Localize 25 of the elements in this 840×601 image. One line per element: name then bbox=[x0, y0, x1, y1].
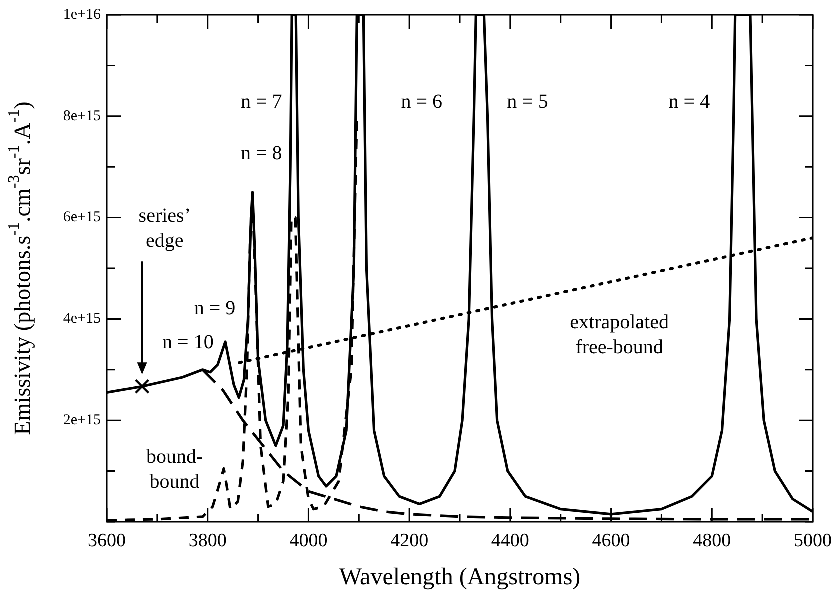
annotation: bound- bound bbox=[146, 446, 204, 494]
annotation: n = 8 bbox=[240, 142, 282, 165]
y-tick-label: 8e+15 bbox=[63, 108, 101, 124]
y-tick-label: 1e+16 bbox=[63, 6, 102, 23]
x-tick-label: 4800 bbox=[693, 530, 732, 552]
x-tick-label: 4200 bbox=[390, 530, 429, 552]
annotation: extrapolated free-bound bbox=[570, 312, 669, 359]
annotation: n = 4 bbox=[668, 90, 710, 113]
y-tick-label: 2e+15 bbox=[63, 412, 101, 429]
x-tick-label: 4600 bbox=[592, 530, 630, 552]
annotation: n = 5 bbox=[507, 90, 548, 113]
x-tick-label: 4000 bbox=[290, 530, 328, 552]
x-tick-label: 3800 bbox=[188, 530, 227, 552]
annotation: series’ edge bbox=[138, 205, 191, 252]
annotation: n = 7 bbox=[240, 90, 282, 113]
annotation: n = 9 bbox=[194, 297, 236, 320]
y-tick-label: 4e+15 bbox=[63, 311, 101, 328]
text: Emissivity (photons.s-1.cm-3sr-1.A-1) bbox=[6, 102, 36, 436]
x-tick-label: 4400 bbox=[491, 530, 530, 552]
annotation: n = 6 bbox=[401, 90, 443, 113]
x-tick-label: 5000 bbox=[794, 530, 832, 552]
x-tick-label: 3600 bbox=[88, 530, 126, 552]
annotation: n = 10 bbox=[162, 331, 214, 354]
y-tick-label: 6e+15 bbox=[63, 210, 101, 226]
x-axis-title: Wavelength (Angstroms) bbox=[339, 564, 581, 590]
